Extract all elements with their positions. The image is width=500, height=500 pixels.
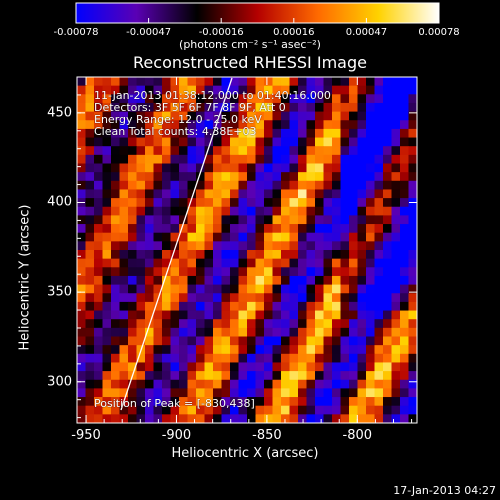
plot-frame — [76, 76, 418, 424]
colorbar-tick-label: 0.00078 — [418, 27, 460, 38]
axis-ticks — [77, 76, 417, 423]
y-tick-label: 400 — [47, 194, 72, 210]
x-tick-label: -850 — [252, 428, 282, 443]
colorbar-tick-label: -0.00047 — [126, 27, 172, 38]
colorbar-units: (photons cm⁻² s⁻¹ asec⁻²) — [179, 38, 321, 51]
y-tick-label: 450 — [47, 105, 72, 121]
y-axis-label: Heliocentric Y (arcsec) — [17, 204, 33, 351]
colorbar-tick-label: -0.00078 — [53, 27, 99, 38]
timestamp-footer: 17-Jan-2013 04:27 — [393, 484, 496, 497]
x-tick-label: -950 — [71, 428, 101, 443]
limb-line — [120, 77, 233, 411]
plot-title: Reconstructed RHESSI Image — [133, 53, 367, 72]
heatmap-image — [77, 77, 417, 423]
colorbar-tick-label: 0.00016 — [273, 27, 315, 38]
overlay-counts: Clean Total counts: 4.38E+03 — [94, 125, 257, 138]
colorbar-tick-label: -0.00016 — [198, 27, 244, 38]
overlay-peak: Position of Peak = [-830,438] — [94, 397, 255, 410]
x-tick-label: -900 — [161, 428, 192, 443]
overlay-detectors: Detectors: 3F 5F 6F 7F 8F 9F, Att 0 — [94, 101, 286, 114]
x-axis-label: Heliocentric X (arcsec) — [171, 446, 319, 461]
colorbar-tick-label: 0.00047 — [345, 27, 388, 38]
overlay-time: 11-Jan-2013 01:38:12.000 to 01:40:16.000 — [94, 89, 331, 102]
x-tick-label: -800 — [342, 428, 373, 443]
overlay-energy: Energy Range: 12.0 - 25.0 keV — [94, 113, 262, 126]
y-tick-label: 350 — [47, 284, 72, 300]
colorbar — [75, 2, 440, 24]
y-tick-label: 300 — [47, 374, 72, 390]
colorbar-ticks — [75, 18, 440, 23]
